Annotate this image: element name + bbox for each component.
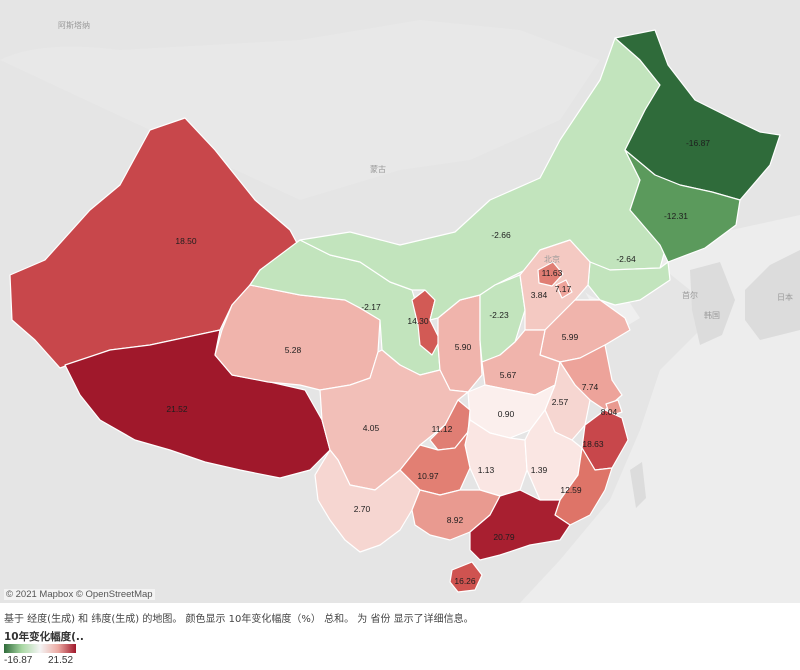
basemap-label-beijing: 北京	[544, 254, 560, 264]
province-guangdong[interactable]	[469, 489, 571, 561]
value-label-jiangsu: 7.74	[582, 382, 599, 392]
value-label-guangxi: 8.92	[447, 515, 464, 525]
value-label-yunnan: 2.70	[354, 504, 371, 514]
taiwan-island	[630, 462, 646, 508]
value-label-fujian: 12.59	[560, 485, 582, 495]
value-label-shandong: 5.99	[562, 332, 579, 342]
legend-title: 10年变化幅度(..	[4, 631, 84, 643]
korea-peninsula	[690, 262, 735, 345]
value-label-liaoning: -2.64	[616, 254, 636, 264]
value-label-beijing: 11.63	[542, 268, 563, 278]
value-label-hainan: 16.26	[454, 576, 476, 586]
value-label-hunan: 1.13	[478, 465, 495, 475]
japan-land	[745, 250, 800, 340]
legend-min-value: -16.87	[4, 655, 33, 666]
value-label-heilongjiang: -16.87	[686, 138, 710, 148]
value-label-hubei: 0.90	[498, 409, 515, 419]
province-yunnan[interactable]	[314, 449, 421, 553]
value-label-chongqing: 11.12	[432, 424, 453, 434]
value-label-shaanxi: 5.90	[455, 342, 472, 352]
province-jilin[interactable]	[624, 149, 741, 263]
value-label-gansu: -2.17	[361, 302, 381, 312]
value-label-ningxia: 14.30	[407, 316, 429, 326]
value-label-shanghai: 8.04	[601, 407, 618, 417]
map-attribution[interactable]: © 2021 Mapbox © OpenStreetMap	[4, 589, 155, 600]
province-beijing[interactable]	[537, 261, 564, 287]
legend-color-ramp	[4, 644, 76, 653]
province-tianjin[interactable]	[555, 279, 573, 299]
value-label-hebei: 3.84	[531, 290, 548, 300]
basemap-label-japan: 日本	[777, 292, 793, 302]
northern-neighbors	[0, 20, 600, 200]
value-label-guangdong: 20.79	[493, 532, 515, 542]
province-hainan[interactable]	[449, 561, 483, 593]
value-label-jiangxi: 1.39	[531, 465, 548, 475]
value-label-tianjin: 7.17	[555, 284, 572, 294]
value-label-shanxi: -2.23	[489, 310, 509, 320]
value-label-guizhou: 10.97	[417, 471, 439, 481]
map-canvas[interactable]: 蒙古 阿斯塔纳 北京 日本 韩国 首尔 18.50 21.52 5.28 -2.…	[0, 0, 800, 603]
value-label-zhejiang: 18.63	[582, 439, 604, 449]
value-label-xinjiang: 18.50	[175, 236, 197, 246]
value-label-henan: 5.67	[500, 370, 517, 380]
value-label-qinghai: 5.28	[285, 345, 302, 355]
map-caption: 基于 经度(生成) 和 纬度(生成) 的地图。 颜色显示 10年变化幅度（%） …	[4, 614, 474, 625]
value-label-inner-mongolia: -2.66	[491, 230, 511, 240]
basemap-label-korea: 韩国	[704, 310, 720, 320]
basemap-label-astana: 阿斯塔纳	[58, 20, 90, 30]
value-label-anhui: 2.57	[552, 397, 569, 407]
value-label-sichuan: 4.05	[363, 423, 380, 433]
map-view[interactable]: 蒙古 阿斯塔纳 北京 日本 韩国 首尔 18.50 21.52 5.28 -2.…	[0, 0, 800, 603]
province-liaoning[interactable]	[587, 261, 671, 306]
legend-max-value: 21.52	[48, 655, 74, 666]
basemap-label-mongolia: 蒙古	[370, 164, 386, 174]
basemap-label-seoul: 首尔	[682, 290, 698, 300]
value-label-jilin: -12.31	[664, 211, 688, 221]
value-label-tibet: 21.52	[166, 404, 188, 414]
